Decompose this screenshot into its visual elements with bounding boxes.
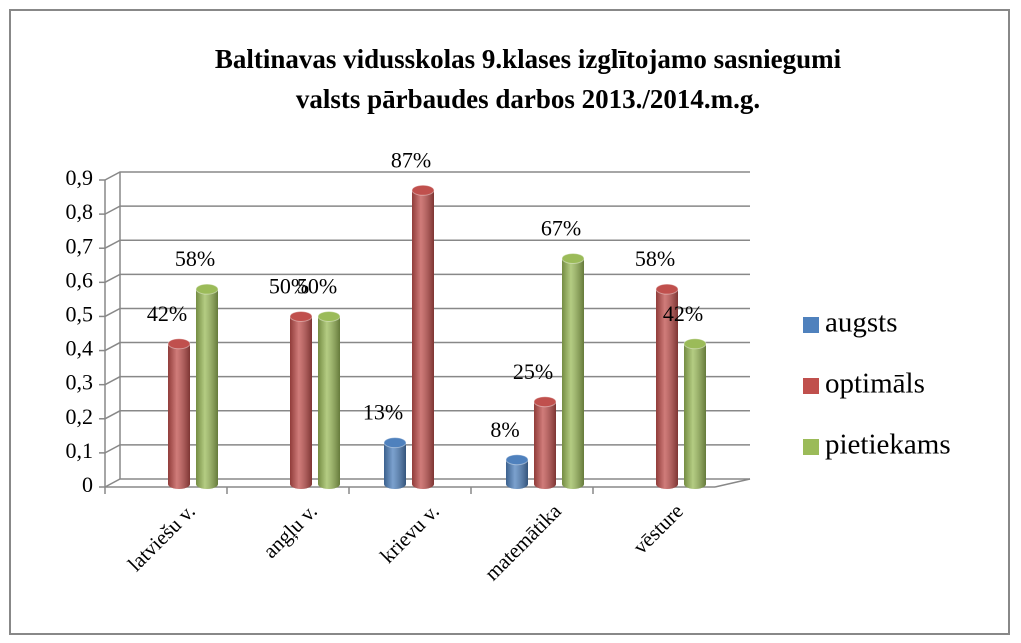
bar-top [167, 338, 191, 350]
value-label: 42% [663, 301, 703, 326]
grid-line [104, 341, 750, 352]
value-label: 67% [541, 216, 581, 241]
bar-shade [196, 289, 218, 489]
y-tick-label: 0,9 [66, 165, 94, 190]
bar-top [561, 252, 585, 264]
bar-shade [168, 343, 190, 489]
bar-shade [684, 343, 706, 489]
bar-top [317, 310, 341, 322]
value-label: 58% [175, 246, 215, 271]
legend-label: pietiekams [825, 429, 951, 461]
grid-line [104, 307, 750, 318]
floor-line [714, 478, 751, 488]
value-label: 58% [635, 246, 675, 271]
y-tick-label: 0,3 [66, 370, 94, 395]
legend-label: optimāls [825, 368, 925, 400]
y-tick-label: 0,6 [66, 267, 94, 292]
value-label: 87% [391, 147, 431, 172]
value-label: 25% [513, 359, 553, 384]
bar-shade [290, 316, 312, 489]
y-tick-label: 0,1 [66, 438, 94, 463]
bar-top [289, 310, 313, 322]
bar-top [383, 437, 407, 449]
grid-line [104, 205, 750, 215]
y-tick-label: 0,4 [66, 336, 94, 361]
value-label: 13% [363, 400, 403, 425]
grid-line [104, 273, 750, 283]
value-label: 8% [490, 417, 519, 442]
grid-line [104, 239, 750, 249]
y-tick-label: 0,7 [66, 233, 94, 258]
legend-swatch [803, 378, 819, 394]
grid-line [104, 375, 750, 386]
bar-shade [656, 289, 678, 489]
y-tick-label: 0,2 [66, 404, 94, 429]
bar-shade [562, 258, 584, 489]
legend-swatch [803, 439, 819, 455]
value-label: 42% [147, 301, 187, 326]
bar-top [683, 338, 707, 350]
bar-shade [506, 459, 528, 489]
legend-label: augsts [825, 307, 898, 339]
legend-swatch [803, 317, 819, 333]
bar-shade [412, 190, 434, 489]
value-label: 50% [269, 273, 309, 298]
grid-line [104, 171, 750, 181]
chart-border [9, 9, 1010, 635]
y-tick-label: 0 [82, 472, 93, 497]
bar-top [195, 283, 219, 295]
chart-title: valsts pārbaudes darbos 2013./2014.m.g. [296, 84, 760, 114]
chart-title: Baltinavas vidusskolas 9.klases izglītoj… [215, 44, 842, 74]
bar-top [505, 454, 529, 466]
bar-top [411, 184, 435, 196]
bar-shade [318, 316, 340, 489]
bar-shade [384, 442, 406, 489]
bar-shade [534, 401, 556, 489]
y-tick-label: 0,8 [66, 199, 94, 224]
value-label: 50% [297, 273, 337, 298]
y-tick-label: 0,5 [66, 301, 94, 326]
bar-top [533, 396, 557, 408]
bar-top [655, 283, 679, 295]
